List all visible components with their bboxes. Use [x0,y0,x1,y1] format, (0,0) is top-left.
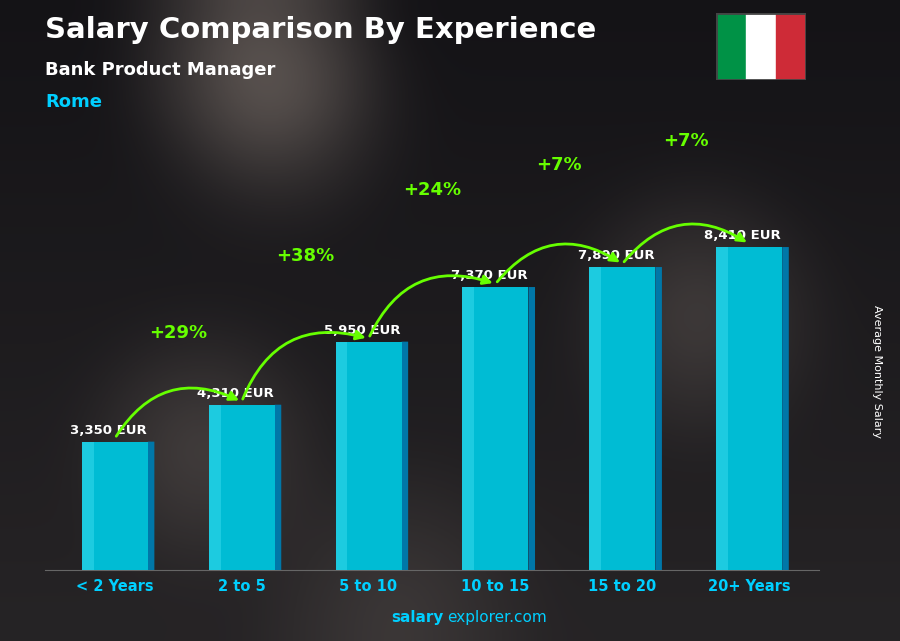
Text: 7,890 EUR: 7,890 EUR [578,249,654,262]
Bar [336,342,347,570]
Text: +7%: +7% [536,156,581,174]
Bar [463,287,528,570]
Bar [82,442,94,570]
Bar [209,404,220,570]
Text: 3,350 EUR: 3,350 EUR [70,424,147,437]
Polygon shape [782,247,788,570]
Bar [209,404,274,570]
Polygon shape [528,287,535,570]
Text: explorer.com: explorer.com [447,610,547,625]
Polygon shape [274,404,282,570]
Bar [716,13,745,80]
Text: salary: salary [392,610,444,625]
Bar [590,267,655,570]
Text: +24%: +24% [403,181,461,199]
Bar [745,13,776,80]
Bar [590,267,601,570]
Text: 5,950 EUR: 5,950 EUR [324,324,400,337]
Text: 8,410 EUR: 8,410 EUR [705,229,781,242]
Polygon shape [148,442,155,570]
Text: Salary Comparison By Experience: Salary Comparison By Experience [45,16,596,44]
Text: 7,370 EUR: 7,370 EUR [451,269,527,283]
Text: +38%: +38% [276,247,334,265]
Text: Average Monthly Salary: Average Monthly Salary [872,305,883,438]
Bar [716,247,728,570]
Polygon shape [655,267,661,570]
Text: Bank Product Manager: Bank Product Manager [45,61,275,79]
Bar [82,442,148,570]
Text: +29%: +29% [149,324,207,342]
Bar [716,247,782,570]
Polygon shape [401,342,408,570]
Text: 4,310 EUR: 4,310 EUR [197,387,274,400]
Bar [776,13,806,80]
Bar [336,342,401,570]
Text: Rome: Rome [45,93,102,111]
Text: +7%: +7% [663,132,708,150]
Bar [463,287,474,570]
